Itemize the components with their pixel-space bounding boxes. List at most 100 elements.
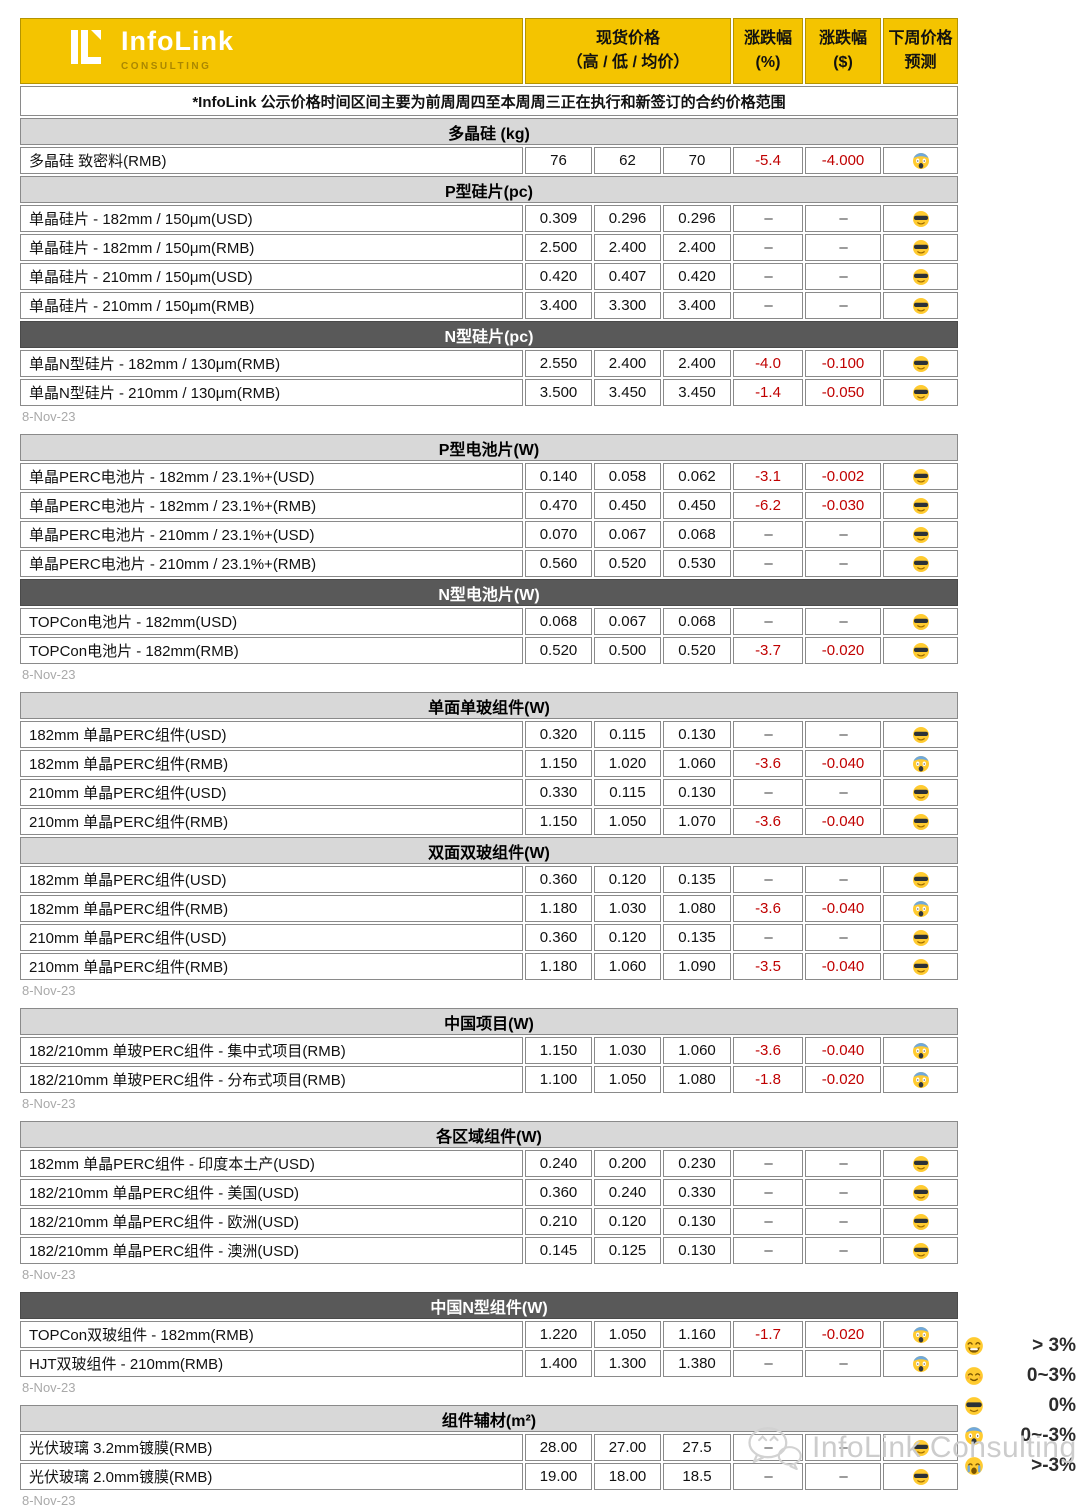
change-usd-cell: -0.040 bbox=[805, 808, 881, 835]
change-usd-cell: – bbox=[805, 234, 881, 261]
section-date-label: 8-Nov-23 bbox=[22, 1493, 76, 1508]
high-price-cell: 0.145 bbox=[525, 1237, 592, 1264]
low-price-cell: 0.500 bbox=[594, 637, 661, 664]
change-usd-cell: – bbox=[805, 721, 881, 748]
section-date-label: 8-Nov-23 bbox=[22, 1267, 76, 1282]
product-name-cell: 182mm 单晶PERC组件(USD) bbox=[20, 866, 523, 893]
section-date-label: 8-Nov-23 bbox=[22, 1380, 76, 1395]
avg-price-cell: 3.400 bbox=[663, 292, 731, 319]
change-usd-cell: -0.040 bbox=[805, 953, 881, 980]
low-price-cell: 3.450 bbox=[594, 379, 661, 406]
sunglasses-emoji-icon bbox=[912, 929, 930, 947]
high-price-cell: 3.500 bbox=[525, 379, 592, 406]
forecast-header-label: 下周价格 bbox=[888, 30, 953, 47]
high-price-cell: 0.360 bbox=[525, 1179, 592, 1206]
change-usd-cell: -0.020 bbox=[805, 637, 881, 664]
change-pct-cell: -4.0 bbox=[733, 350, 803, 377]
change-pct-cell: -1.4 bbox=[733, 379, 803, 406]
forecast-cell bbox=[883, 350, 958, 377]
product-name-cell: 单晶N型硅片 - 210mm / 130μm(RMB) bbox=[20, 379, 523, 406]
change-usd-cell: -0.040 bbox=[805, 750, 881, 777]
sunglasses-emoji-icon bbox=[912, 497, 930, 515]
avg-price-cell: 0.135 bbox=[663, 866, 731, 893]
change-pct-cell: -3.7 bbox=[733, 637, 803, 664]
sunglasses-emoji-icon bbox=[912, 871, 930, 889]
avg-price-cell: 1.060 bbox=[663, 750, 731, 777]
change-usd-cell: -0.040 bbox=[805, 895, 881, 922]
change-usd-cell: -0.050 bbox=[805, 379, 881, 406]
change-pct-cell: -6.2 bbox=[733, 492, 803, 519]
forecast-cell bbox=[883, 492, 958, 519]
high-price-cell: 1.150 bbox=[525, 1037, 592, 1064]
low-price-cell: 1.030 bbox=[594, 1037, 661, 1064]
low-price-cell: 0.067 bbox=[594, 608, 661, 635]
legend-item: 0% bbox=[964, 1391, 1076, 1421]
change-pct-cell: – bbox=[733, 924, 803, 951]
avg-price-cell: 18.5 bbox=[663, 1463, 731, 1490]
forecast-cell bbox=[883, 263, 958, 290]
product-name-cell: 光伏玻璃 3.2mm镀膜(RMB) bbox=[20, 1434, 523, 1461]
price-table-group: 各区域组件(W) 182mm 单晶PERC组件 - 印度本土产(USD) 0.240… bbox=[20, 1121, 958, 1264]
change-usd-cell: – bbox=[805, 292, 881, 319]
section-header: P型电池片(W) bbox=[20, 434, 958, 461]
high-price-cell: 1.100 bbox=[525, 1066, 592, 1093]
forecast-cell bbox=[883, 521, 958, 548]
product-name-cell: 182mm 单晶PERC组件 - 印度本土产(USD) bbox=[20, 1150, 523, 1177]
change-usd-header-label: 涨跌幅 bbox=[818, 30, 867, 47]
forecast-legend: > 3% 0~3% 0% 0~-3% >-3% bbox=[964, 1331, 1076, 1481]
section-date-label: 8-Nov-23 bbox=[22, 983, 76, 998]
high-price-cell: 0.560 bbox=[525, 550, 592, 577]
forecast-cell bbox=[883, 550, 958, 577]
forecast-cell bbox=[883, 895, 958, 922]
high-price-cell: 19.00 bbox=[525, 1463, 592, 1490]
low-price-cell: 0.296 bbox=[594, 205, 661, 232]
spot-price-header: 现货价格 （高 / 低 / 均价） bbox=[525, 18, 731, 84]
scream-emoji-icon bbox=[912, 900, 930, 918]
change-usd-header: 涨跌幅 ($) bbox=[805, 18, 881, 84]
change-pct-cell: – bbox=[733, 866, 803, 893]
change-usd-cell: -0.030 bbox=[805, 492, 881, 519]
price-table-group: 单面单玻组件(W) 182mm 单晶PERC组件(USD) 0.320 0.115 0.… bbox=[20, 692, 958, 980]
avg-price-cell: 1.380 bbox=[663, 1350, 731, 1377]
change-usd-cell: -4.000 bbox=[805, 147, 881, 174]
price-table-group: 中国N型组件(W) TOPCon双玻组件 - 182mm(RMB) 1.220 1.0… bbox=[20, 1292, 958, 1377]
product-name-cell: 光伏玻璃 2.0mm镀膜(RMB) bbox=[20, 1463, 523, 1490]
change-usd-cell: – bbox=[805, 521, 881, 548]
smile-emoji-icon bbox=[964, 1366, 984, 1386]
change-pct-cell: -3.6 bbox=[733, 808, 803, 835]
product-name-cell: 单晶硅片 - 182mm / 150μm(USD) bbox=[20, 205, 523, 232]
high-price-cell: 0.210 bbox=[525, 1208, 592, 1235]
low-price-cell: 0.120 bbox=[594, 866, 661, 893]
avg-price-cell: 1.160 bbox=[663, 1321, 731, 1348]
sunglasses-emoji-icon bbox=[912, 1213, 930, 1231]
low-price-cell: 1.050 bbox=[594, 808, 661, 835]
product-name-cell: 182/210mm 单晶PERC组件 - 欧洲(USD) bbox=[20, 1208, 523, 1235]
sunglasses-emoji-icon bbox=[912, 468, 930, 486]
avg-price-cell: 1.080 bbox=[663, 1066, 731, 1093]
section-header: 组件辅材(m²) bbox=[20, 1405, 958, 1432]
high-price-cell: 0.068 bbox=[525, 608, 592, 635]
sunglasses-emoji-icon bbox=[912, 239, 930, 257]
forecast-header-sublabel: 预测 bbox=[904, 54, 937, 71]
section-header: 各区域组件(W) bbox=[20, 1121, 958, 1148]
avg-price-cell: 1.070 bbox=[663, 808, 731, 835]
forecast-cell bbox=[883, 205, 958, 232]
high-price-cell: 0.360 bbox=[525, 924, 592, 951]
forecast-cell bbox=[883, 1321, 958, 1348]
product-name-cell: 182mm 单晶PERC组件(RMB) bbox=[20, 895, 523, 922]
section-date-label: 8-Nov-23 bbox=[22, 1096, 76, 1111]
price-table-group: P型电池片(W) 单晶PERC电池片 - 182mm / 23.1%+(USD) 0… bbox=[20, 434, 958, 664]
legend-item: > 3% bbox=[964, 1331, 1076, 1361]
change-pct-cell: – bbox=[733, 1208, 803, 1235]
legend-label: >-3% bbox=[1031, 1455, 1076, 1476]
sunglasses-emoji-icon bbox=[912, 784, 930, 802]
avg-price-cell: 0.130 bbox=[663, 779, 731, 806]
low-price-cell: 1.300 bbox=[594, 1350, 661, 1377]
product-name-cell: 单晶PERC电池片 - 210mm / 23.1%+(USD) bbox=[20, 521, 523, 548]
brand-text: InfoLink CONSULTING bbox=[121, 28, 234, 74]
low-price-cell: 2.400 bbox=[594, 350, 661, 377]
brand-subtitle: CONSULTING bbox=[121, 61, 212, 72]
high-price-cell: 28.00 bbox=[525, 1434, 592, 1461]
change-pct-header-label: 涨跌幅 bbox=[743, 30, 792, 47]
change-pct-cell: – bbox=[733, 608, 803, 635]
